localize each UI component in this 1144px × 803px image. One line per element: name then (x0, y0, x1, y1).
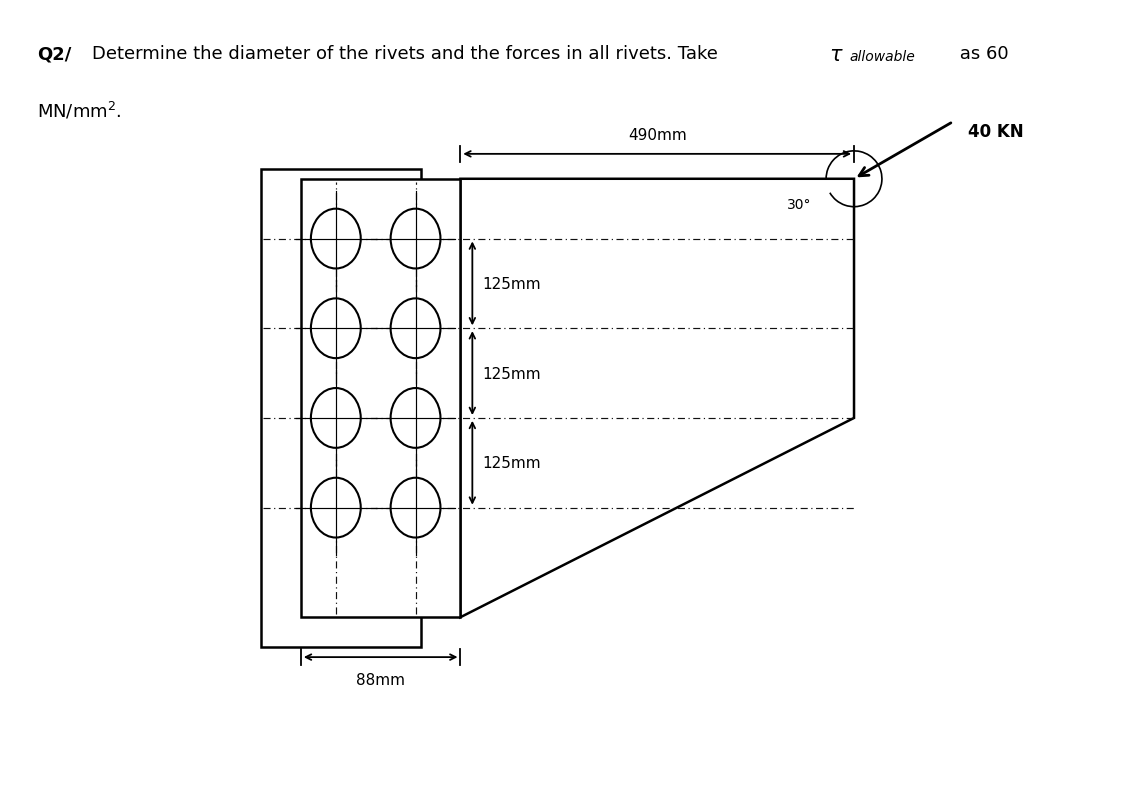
Ellipse shape (390, 478, 440, 538)
Text: Q2/: Q2/ (37, 45, 71, 63)
Text: allowable: allowable (849, 50, 915, 64)
Text: Determine the diameter of the rivets and the forces in all rivets. Take: Determine the diameter of the rivets and… (92, 45, 723, 63)
Bar (261, 169, 421, 647)
Ellipse shape (311, 478, 360, 538)
Text: MN/mm$^2$.: MN/mm$^2$. (37, 100, 121, 121)
Bar (301, 180, 460, 618)
Text: 30°: 30° (787, 198, 811, 211)
Ellipse shape (390, 389, 440, 448)
Ellipse shape (311, 210, 360, 269)
Ellipse shape (311, 389, 360, 448)
Text: 125mm: 125mm (483, 276, 541, 291)
Polygon shape (460, 180, 855, 618)
Text: as 60: as 60 (954, 45, 1008, 63)
Ellipse shape (390, 299, 440, 359)
Text: 40 KN: 40 KN (968, 124, 1024, 141)
Text: $\tau$: $\tau$ (829, 45, 844, 65)
Text: 125mm: 125mm (483, 366, 541, 381)
Text: 125mm: 125mm (483, 456, 541, 471)
Text: 490mm: 490mm (628, 128, 686, 143)
Text: 88mm: 88mm (356, 672, 405, 687)
Ellipse shape (390, 210, 440, 269)
Ellipse shape (311, 299, 360, 359)
